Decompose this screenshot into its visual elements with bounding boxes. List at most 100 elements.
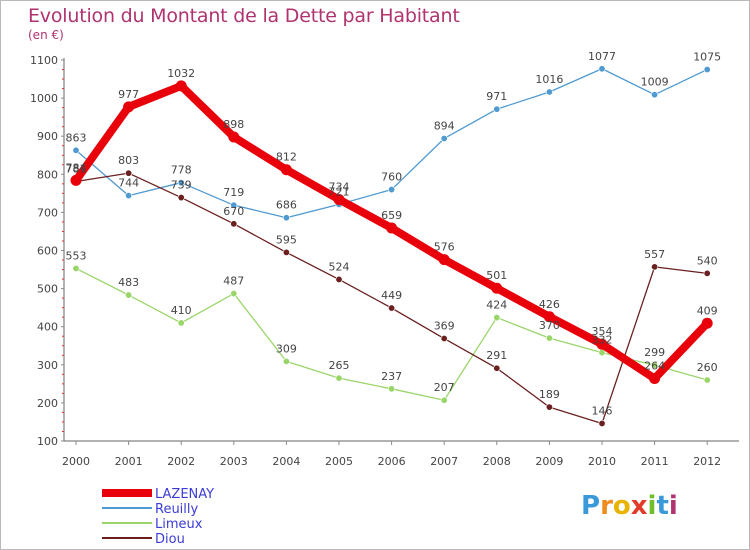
chart-unit-label: (en €) bbox=[28, 28, 64, 42]
logo-letter: t bbox=[656, 491, 669, 521]
data-point-diou bbox=[282, 248, 290, 256]
data-label-reuilly: 863 bbox=[66, 131, 87, 144]
legend-label-limeux: Limeux bbox=[155, 517, 203, 532]
data-point-diou bbox=[230, 220, 238, 228]
data-label-diou: 189 bbox=[539, 388, 560, 401]
x-tick-label: 2005 bbox=[325, 455, 353, 468]
data-point-lazenay bbox=[228, 131, 240, 143]
data-label-limeux: 553 bbox=[66, 249, 87, 262]
data-point-reuilly bbox=[651, 91, 659, 99]
data-label-diou: 449 bbox=[381, 289, 402, 302]
data-label-reuilly: 1009 bbox=[641, 76, 669, 89]
data-label-limeux: 487 bbox=[223, 275, 244, 288]
data-point-diou bbox=[703, 269, 711, 277]
data-label-diou: 557 bbox=[644, 248, 665, 261]
data-point-diou bbox=[545, 403, 553, 411]
y-tick-label: 900 bbox=[37, 130, 58, 143]
data-point-diou bbox=[440, 335, 448, 343]
data-point-limeux bbox=[703, 376, 711, 384]
data-label-diou: 781 bbox=[66, 163, 87, 176]
y-tick-label: 600 bbox=[37, 245, 58, 258]
x-tick-label: 2000 bbox=[62, 455, 90, 468]
legend-label-diou: Diou bbox=[155, 532, 185, 547]
logo-letter: i bbox=[668, 491, 678, 521]
data-point-lazenay bbox=[123, 101, 135, 113]
data-point-reuilly bbox=[388, 186, 396, 194]
data-label-limeux: 260 bbox=[697, 361, 718, 374]
data-label-reuilly: 894 bbox=[434, 119, 455, 132]
data-point-limeux bbox=[493, 314, 501, 322]
data-label-diou: 369 bbox=[434, 320, 455, 333]
data-point-limeux bbox=[282, 357, 290, 365]
data-label-diou: 146 bbox=[592, 404, 613, 417]
data-label-reuilly: 721 bbox=[329, 185, 350, 198]
data-point-limeux bbox=[545, 334, 553, 342]
x-tick-label: 2002 bbox=[167, 455, 195, 468]
data-label-limeux: 332 bbox=[592, 334, 613, 347]
data-label-reuilly: 686 bbox=[276, 199, 297, 212]
y-tick-label: 400 bbox=[37, 321, 58, 334]
data-label-reuilly: 1077 bbox=[588, 50, 616, 63]
data-point-reuilly bbox=[703, 66, 711, 74]
y-tick-label: 200 bbox=[37, 397, 58, 410]
data-point-lazenay bbox=[438, 254, 450, 266]
data-point-lazenay bbox=[491, 282, 503, 294]
data-point-limeux bbox=[388, 385, 396, 393]
data-label-lazenay: 354 bbox=[592, 325, 613, 338]
data-label-limeux: 309 bbox=[276, 342, 297, 355]
data-point-lazenay bbox=[386, 222, 398, 234]
chart-title: Evolution du Montant de la Dette par Hab… bbox=[28, 5, 460, 27]
x-tick-label: 2001 bbox=[115, 455, 143, 468]
data-label-lazenay: 898 bbox=[223, 118, 244, 131]
x-tick-label: 2008 bbox=[483, 455, 511, 468]
data-point-diou bbox=[388, 304, 396, 312]
logo-letter: r bbox=[600, 491, 613, 521]
x-tick-label: 2009 bbox=[535, 455, 563, 468]
data-point-lazenay bbox=[543, 311, 555, 323]
proxiti-logo: Proxiti bbox=[581, 491, 678, 521]
data-point-lazenay bbox=[596, 338, 608, 350]
x-tick-label: 2007 bbox=[430, 455, 458, 468]
data-label-reuilly: 744 bbox=[118, 177, 139, 190]
data-point-lazenay bbox=[701, 317, 713, 329]
data-point-limeux bbox=[335, 374, 343, 382]
data-label-reuilly: 719 bbox=[223, 186, 244, 199]
x-tick-label: 2003 bbox=[220, 455, 248, 468]
logo-letter: P bbox=[581, 491, 601, 521]
legend-label-reuilly: Reuilly bbox=[155, 502, 199, 517]
data-label-limeux: 370 bbox=[539, 319, 560, 332]
data-point-diou bbox=[125, 169, 133, 177]
data-label-limeux: 265 bbox=[329, 359, 350, 372]
data-label-diou: 540 bbox=[697, 254, 718, 267]
data-label-limeux: 237 bbox=[381, 370, 402, 383]
data-point-reuilly bbox=[177, 179, 185, 187]
data-point-lazenay bbox=[175, 80, 187, 92]
data-label-lazenay: 977 bbox=[118, 88, 139, 101]
y-tick-label: 300 bbox=[37, 359, 58, 372]
legend-label-lazenay: LAZENAY bbox=[155, 487, 214, 502]
data-point-diou bbox=[651, 263, 659, 271]
data-label-limeux: 299 bbox=[644, 346, 665, 359]
data-label-lazenay: 1032 bbox=[167, 67, 195, 80]
data-label-reuilly: 760 bbox=[381, 171, 402, 184]
data-point-limeux bbox=[651, 361, 659, 369]
y-tick-label: 500 bbox=[37, 283, 58, 296]
data-label-lazenay: 501 bbox=[486, 269, 507, 282]
data-label-diou: 739 bbox=[171, 179, 192, 192]
data-label-reuilly: 971 bbox=[486, 90, 507, 103]
data-point-lazenay bbox=[280, 164, 292, 176]
data-point-reuilly bbox=[598, 65, 606, 73]
x-tick-label: 2011 bbox=[641, 455, 669, 468]
data-label-limeux: 483 bbox=[118, 276, 139, 289]
data-label-diou: 524 bbox=[329, 260, 350, 273]
y-tick-label: 800 bbox=[37, 168, 58, 181]
data-point-limeux bbox=[230, 290, 238, 298]
data-label-diou: 670 bbox=[223, 205, 244, 218]
data-label-diou: 803 bbox=[118, 154, 139, 167]
data-label-reuilly: 778 bbox=[171, 164, 192, 177]
data-label-reuilly: 1016 bbox=[535, 73, 563, 86]
data-label-lazenay: 784 bbox=[66, 161, 87, 174]
logo-letter: x bbox=[630, 491, 648, 521]
